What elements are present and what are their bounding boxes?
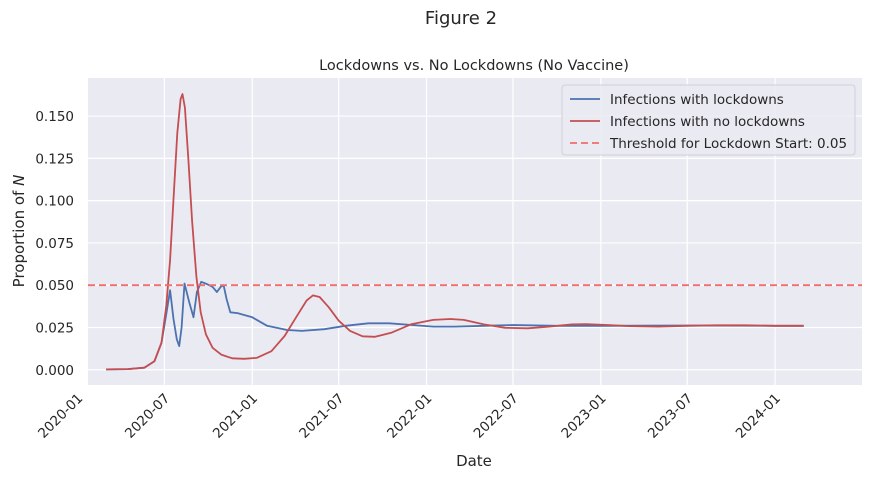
x-tick-label: 2021-01 <box>210 391 261 442</box>
y-tick-label: 0.100 <box>35 194 74 210</box>
legend-label: Infections with lockdowns <box>610 92 784 108</box>
legend-box <box>561 84 856 156</box>
legend-items: Infections with lockdowns Infections with… <box>570 92 847 152</box>
y-tick-label: 0.000 <box>35 363 74 379</box>
x-tick-label: 2024-01 <box>733 391 784 442</box>
y-tick-labels: 0.000 0.025 0.050 0.075 0.100 0.125 0.150 <box>35 109 74 379</box>
legend: Infections with lockdowns Infections with… <box>561 84 856 156</box>
legend-label: Threshold for Lockdown Start: 0.05 <box>609 136 847 152</box>
x-tick-label: 2021-07 <box>296 391 347 442</box>
series-lines <box>88 93 862 371</box>
y-tick-label: 0.150 <box>35 109 74 125</box>
y-tick-label: 0.075 <box>35 236 74 252</box>
y-axis-label-text: Proportion of <box>10 186 28 287</box>
y-axis-label-symbol: N <box>10 175 28 186</box>
x-tick-label: 2023-07 <box>645 391 696 442</box>
y-tick-label: 0.125 <box>35 151 74 167</box>
y-tick-label: 0.050 <box>35 278 74 294</box>
series-line-no-lockdowns <box>106 93 804 371</box>
x-tick-label: 2023-01 <box>558 391 609 442</box>
x-tick-label: 2020-07 <box>122 391 173 442</box>
x-tick-label: 2022-01 <box>384 391 435 442</box>
x-axis-label: Date <box>456 452 492 470</box>
legend-label: Infections with no lockdowns <box>610 114 805 130</box>
x-tick-label: 2020-01 <box>35 391 86 442</box>
y-axis-label: Proportion of N <box>10 175 28 288</box>
chart-title: Lockdowns vs. No Lockdowns (No Vaccine) <box>319 58 629 74</box>
y-tick-label: 0.025 <box>35 320 74 336</box>
x-tick-labels: 2020-01 2020-07 2021-01 2021-07 2022-01 2022-… <box>35 391 784 442</box>
x-tick-label: 2022-07 <box>471 391 522 442</box>
figure-title: Figure 2 <box>425 8 497 29</box>
